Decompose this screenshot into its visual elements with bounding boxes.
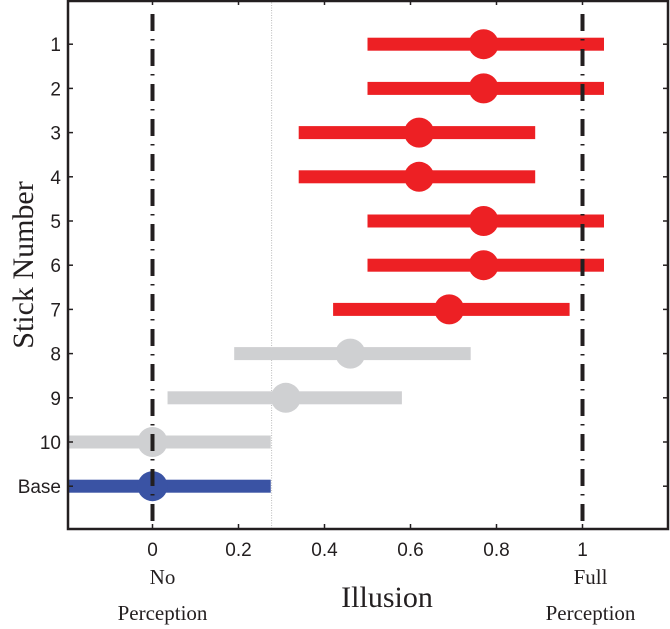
y-tick-label: Base [18,477,61,498]
mean-point [404,161,435,192]
interval-bars [68,29,604,502]
mean-point [468,73,499,104]
y-tick-label: 5 [50,212,61,233]
y-tick-label: 1 [50,35,61,56]
x-tick-label: 0.8 [483,540,509,561]
annotation-text: Perception [118,601,208,625]
x-tick-label: 1 [577,540,588,561]
data-row-7 [333,294,570,325]
x-tick-label: 0.2 [225,540,251,561]
data-row-4 [298,161,536,192]
dash-dot-lines [150,14,585,529]
y-tick-label: 7 [50,300,61,321]
x-axis-label: Illusion [341,581,433,614]
mean-point [270,382,301,413]
y-tick-label: 10 [40,433,61,454]
data-row-2 [367,73,604,104]
data-row-8 [234,338,471,369]
y-axis-ticks: 1 2 3 4 5 6 7 8 9 10 Base [18,35,668,498]
mean-point [468,206,499,236]
annotation-text: No [150,565,176,589]
y-tick-label: 4 [50,168,61,189]
axis-annotations: No Perception Full Perception [118,565,636,625]
mean-point [434,294,465,325]
data-row-6 [367,250,604,281]
mean-point [137,471,168,502]
interval-bar [68,479,271,493]
y-axis-label: Stick Number [7,181,40,348]
mean-point [335,338,366,369]
x-axis-ticks: 0 0.2 0.4 0.6 0.8 1 [147,0,588,561]
data-row-Base [68,471,271,502]
mean-point [404,117,435,148]
y-tick-label: 3 [50,124,61,145]
annotation-text: Perception [546,601,636,625]
y-tick-label: 2 [50,79,61,100]
y-tick-label: 9 [50,389,61,410]
data-row-9 [167,382,402,413]
x-tick-label: 0 [147,540,158,561]
y-tick-label: 8 [50,345,61,366]
mean-point [468,250,499,281]
y-tick-label: 6 [50,256,61,277]
data-row-3 [298,117,536,148]
x-tick-label: 0.4 [311,540,338,561]
data-row-5 [367,206,604,236]
mean-point [468,29,499,60]
data-row-1 [367,29,604,60]
annotation-text: Full [574,565,608,589]
interval-bar [68,435,271,449]
x-tick-label: 0.6 [397,540,423,561]
